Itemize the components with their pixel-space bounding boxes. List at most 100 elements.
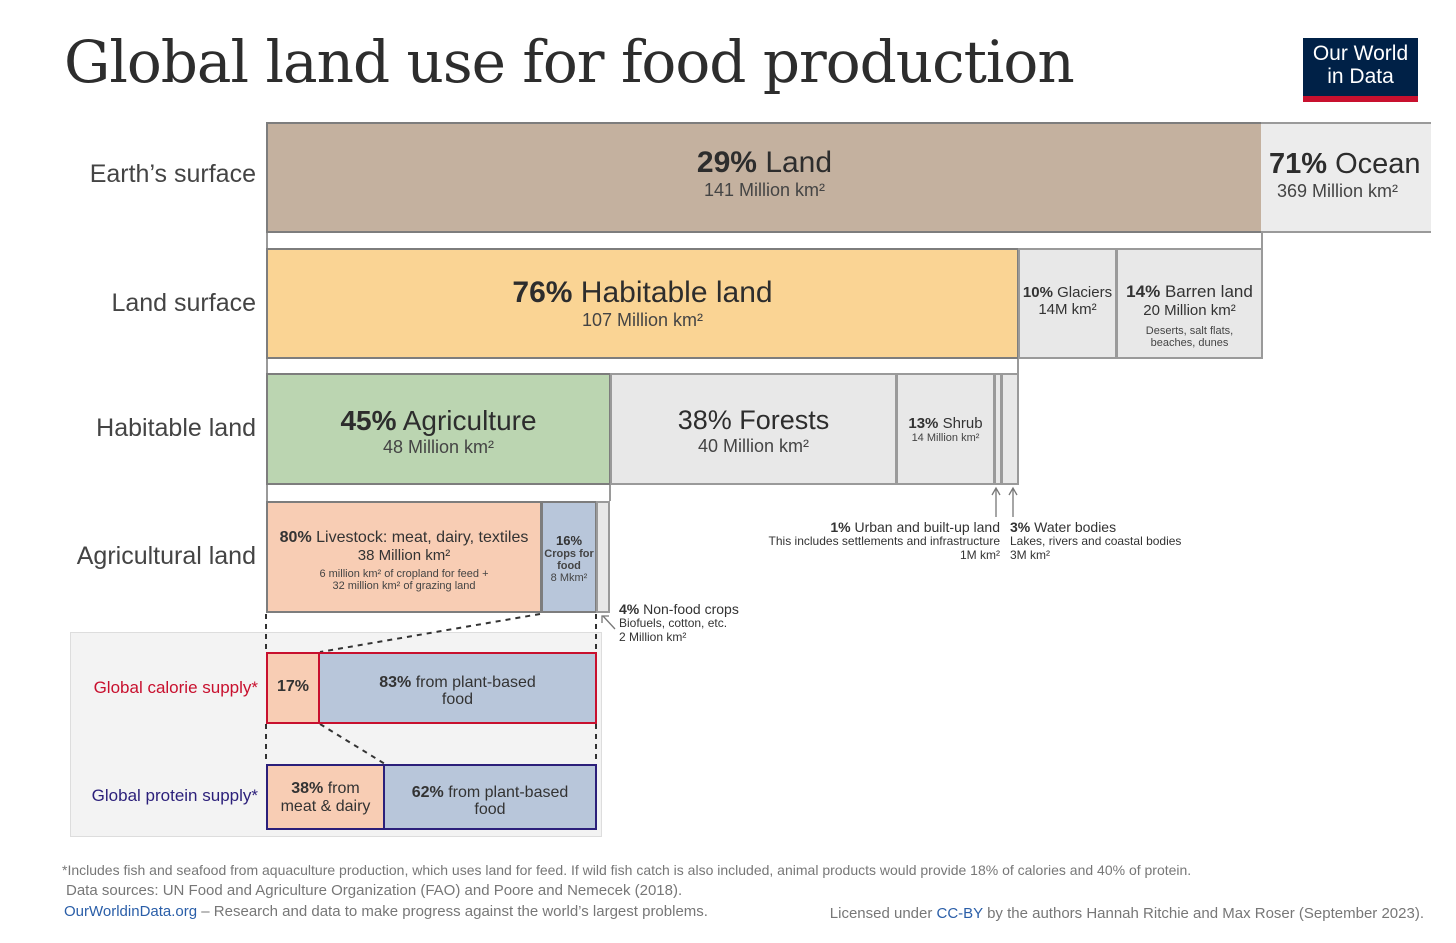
urban-note: This includes settlements and infrastruc… — [768, 534, 1000, 548]
bar-shrub: 13% Shrub 14 Million km² — [896, 373, 995, 485]
livestock-area: 38 Million km² — [357, 547, 451, 564]
protein-supply-label: Global protein supply* — [91, 786, 258, 805]
calorie-animal: 17% — [266, 652, 320, 724]
barren-area: 20 Million km² — [1143, 302, 1236, 319]
calorie-animal-pct: 17% — [276, 678, 310, 695]
protein-animal-text-2: meat & dairy — [280, 798, 371, 815]
owid-logo[interactable]: Our World in Data — [1303, 38, 1418, 102]
page-title: Global land use for food production — [64, 28, 1075, 96]
ocean-name: Ocean — [1335, 148, 1421, 180]
agriculture-pct: 45% — [340, 405, 397, 436]
barren-pct: 14% — [1126, 282, 1161, 301]
glaciers-area: 14M km² — [1038, 301, 1097, 318]
crops-name-2: food — [557, 560, 581, 572]
calorie-plant-text-1: from plant-based — [415, 674, 536, 691]
calorie-supply-label: Global calorie supply* — [93, 678, 258, 697]
calorie-plant-pct: 83% — [379, 674, 412, 691]
urban-water-arrows — [991, 486, 1018, 517]
protein-plant-pct: 62% — [411, 784, 444, 801]
license-link[interactable]: CC-BY — [936, 905, 983, 922]
nonfood-annotation: 4% Non-food crops Biofuels, cotton, etc.… — [619, 602, 739, 644]
logo-bar — [1303, 96, 1418, 102]
nonfood-note: Biofuels, cotton, etc. — [619, 616, 728, 630]
water-annotation: 3% Water bodies Lakes, rivers and coasta… — [1010, 520, 1181, 562]
protein-plant-text-2: food — [474, 801, 506, 818]
protein-plant-text-1: from plant-based — [448, 784, 569, 801]
barren-name: Barren land — [1164, 282, 1253, 301]
supply-dashed-lines — [265, 613, 597, 765]
glaciers-pct: 10% — [1022, 284, 1053, 301]
forests-pct: 38% — [677, 405, 732, 435]
license-post: by the authors Hannah Ritchie and Max Ro… — [987, 905, 1424, 922]
crops-pct: 16% — [555, 533, 583, 548]
bar-land: 29% Land 141 Million km² — [266, 122, 1263, 233]
data-sources: Data sources: UN Food and Agriculture Or… — [66, 882, 683, 899]
row-label-habitable: Habitable land — [96, 414, 256, 442]
livestock-name: Livestock: meat, dairy, textiles — [316, 529, 529, 546]
water-pct: 3% — [1010, 519, 1031, 535]
bar-ocean: 71% Ocean 369 Million km² — [1261, 122, 1431, 233]
protein-animal: 38% from meat & dairy — [266, 764, 385, 830]
site-tagline: – Research and data to make progress aga… — [201, 903, 708, 920]
water-area: 3M km² — [1010, 548, 1050, 562]
shrub-name: Shrub — [942, 415, 983, 432]
row-label-agricultural: Agricultural land — [76, 542, 256, 570]
bar-water — [1001, 373, 1019, 485]
glaciers-name: Glaciers — [1057, 284, 1113, 301]
land-name: Land — [765, 146, 833, 179]
row-label-land: Land surface — [111, 289, 256, 317]
habitable-name: Habitable land — [580, 276, 773, 309]
site-link[interactable]: OurWorldinData.org — [64, 903, 198, 920]
water-note: Lakes, rivers and coastal bodies — [1010, 534, 1182, 548]
agriculture-area: 48 Million km² — [382, 437, 495, 457]
nonfood-arrow — [601, 615, 616, 630]
protein-plant: 62% from plant-based food — [383, 764, 597, 830]
nonfood-pct: 4% — [619, 601, 640, 617]
shrub-pct: 13% — [908, 415, 939, 432]
urban-area: 1M km² — [960, 548, 1000, 562]
barren-note: Deserts, salt flats, beaches, dunes — [1145, 325, 1234, 349]
connector-1 — [266, 233, 1263, 248]
bar-crops: 16% Crops for food 8 Mkm² — [541, 501, 597, 613]
water-name: Water bodies — [1034, 519, 1117, 535]
ocean-pct: 71% — [1269, 148, 1328, 180]
crops-area: 8 Mkm² — [550, 572, 588, 584]
bar-glaciers: 10% Glaciers 14M km² — [1018, 248, 1117, 359]
bar-forests: 38% Forests 40 Million km² — [610, 373, 897, 485]
bar-habitable: 76% Habitable land 107 Million km² — [266, 248, 1019, 359]
footer-site-line: OurWorldinData.org – Research and data t… — [64, 903, 708, 920]
agriculture-name: Agriculture — [402, 405, 537, 436]
crops-name-1: Crops for — [544, 548, 594, 560]
land-area: 141 Million km² — [703, 180, 826, 200]
row-label-earth: Earth’s surface — [89, 160, 256, 188]
bar-livestock: 80% Livestock: meat, dairy, textiles 38 … — [266, 501, 542, 613]
urban-annotation: 1% Urban and built-up land This includes… — [769, 520, 1000, 562]
land-pct: 29% — [696, 146, 757, 179]
urban-name: Urban and built-up land — [854, 519, 1000, 535]
connector-2 — [266, 359, 1019, 374]
shrub-area: 14 Million km² — [911, 432, 980, 444]
connector-3 — [266, 485, 611, 501]
license-pre: Licensed under — [829, 905, 933, 922]
habitable-pct: 76% — [512, 276, 573, 309]
protein-animal-text-1: from — [327, 780, 360, 797]
bar-barren: 14% Barren land 20 Million km² Deserts, … — [1116, 248, 1263, 359]
ocean-area: 369 Million km² — [1277, 181, 1399, 201]
bar-nonfood — [596, 501, 610, 613]
livestock-note-2: 32 million km² of grazing land — [332, 580, 476, 592]
footnote: *Includes fish and seafood from aquacult… — [62, 862, 1192, 878]
logo-line-1: Our World — [1312, 42, 1409, 65]
nonfood-name: Non-food crops — [643, 601, 739, 617]
habitable-area: 107 Million km² — [581, 310, 704, 330]
forests-area: 40 Million km² — [697, 436, 810, 456]
livestock-note-1: 6 million km² of cropland for feed + — [319, 568, 489, 580]
forests-name: Forests — [739, 405, 830, 435]
protein-animal-pct: 38% — [291, 780, 324, 797]
license-line: Licensed under CC-BY by the authors Hann… — [830, 905, 1424, 922]
calorie-plant-text-2: food — [441, 691, 474, 708]
logo-line-2: in Data — [1327, 65, 1394, 88]
livestock-pct: 80% — [279, 529, 312, 546]
calorie-plant: 83% from plant-based food — [318, 652, 597, 724]
bar-agriculture: 45% Agriculture 48 Million km² — [266, 373, 611, 485]
urban-pct: 1% — [830, 519, 851, 535]
